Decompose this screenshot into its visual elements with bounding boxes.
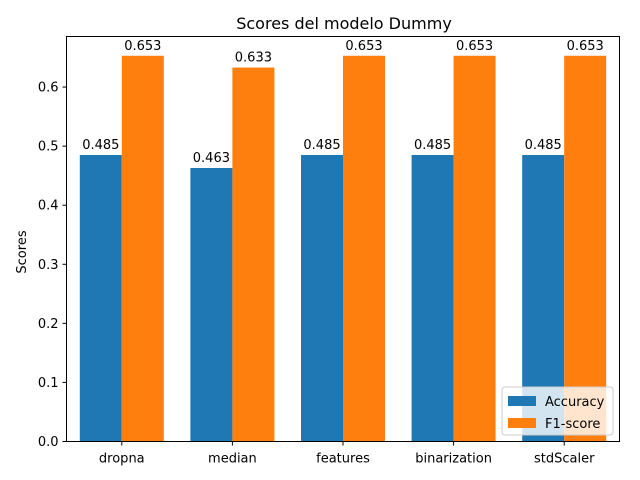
legend-swatch [508,418,536,428]
data-label: 0.653 [345,39,382,54]
data-label: 0.485 [414,138,451,153]
x-tick-label: binarization [415,452,492,467]
y-tick-label: 0.4 [38,199,59,214]
data-label: 0.485 [303,138,340,153]
bar-f1-score-stdScaler [564,55,607,442]
bar-accuracy-dropna [79,154,122,442]
bar-accuracy-features [301,154,343,442]
data-label: 0.485 [525,138,562,153]
y-tick-label: 0.6 [38,81,59,96]
bar-accuracy-binarization [411,154,454,442]
chart-title: Scores del modelo Dummy [236,14,452,33]
plot-frame [66,36,620,442]
bar-f1-score-dropna [121,55,164,442]
data-label: 0.653 [456,39,493,54]
bar-accuracy-median [190,167,233,442]
y-tick-label: 0.5 [38,140,59,155]
data-label: 0.653 [124,39,161,54]
y-tick-label: 0.2 [38,317,59,332]
x-tick-label: median [208,452,257,467]
legend: Accuracy F1-score [501,386,614,436]
x-axis: dropna median features binarization stdScale… [99,441,595,467]
y-tick-label: 0.1 [38,376,59,391]
legend-label: Accuracy [545,395,605,410]
legend-swatch [508,396,536,406]
data-label: 0.653 [567,39,604,54]
y-axis-label: Scores [15,230,30,273]
data-label: 0.633 [235,51,272,66]
bar-f1-score-median [232,67,275,442]
legend-label: F1-score [545,417,600,432]
bar-f1-score-binarization [453,55,496,442]
y-tick-label: 0.0 [38,435,59,450]
x-tick-label: dropna [99,452,145,467]
data-label: 0.485 [82,138,119,153]
y-axis: 0.0 0.1 0.2 0.3 0.4 0.5 0.6 [38,81,67,450]
data-label: 0.463 [193,151,230,166]
bars-layer: 0.485 0.653 0.463 0.633 0.485 0.653 0.485 0.653… [79,39,607,442]
x-tick-label: features [316,452,370,467]
y-tick-label: 0.3 [38,258,59,273]
x-tick-label: stdScaler [534,452,595,467]
bar-f1-score-features [343,55,385,442]
